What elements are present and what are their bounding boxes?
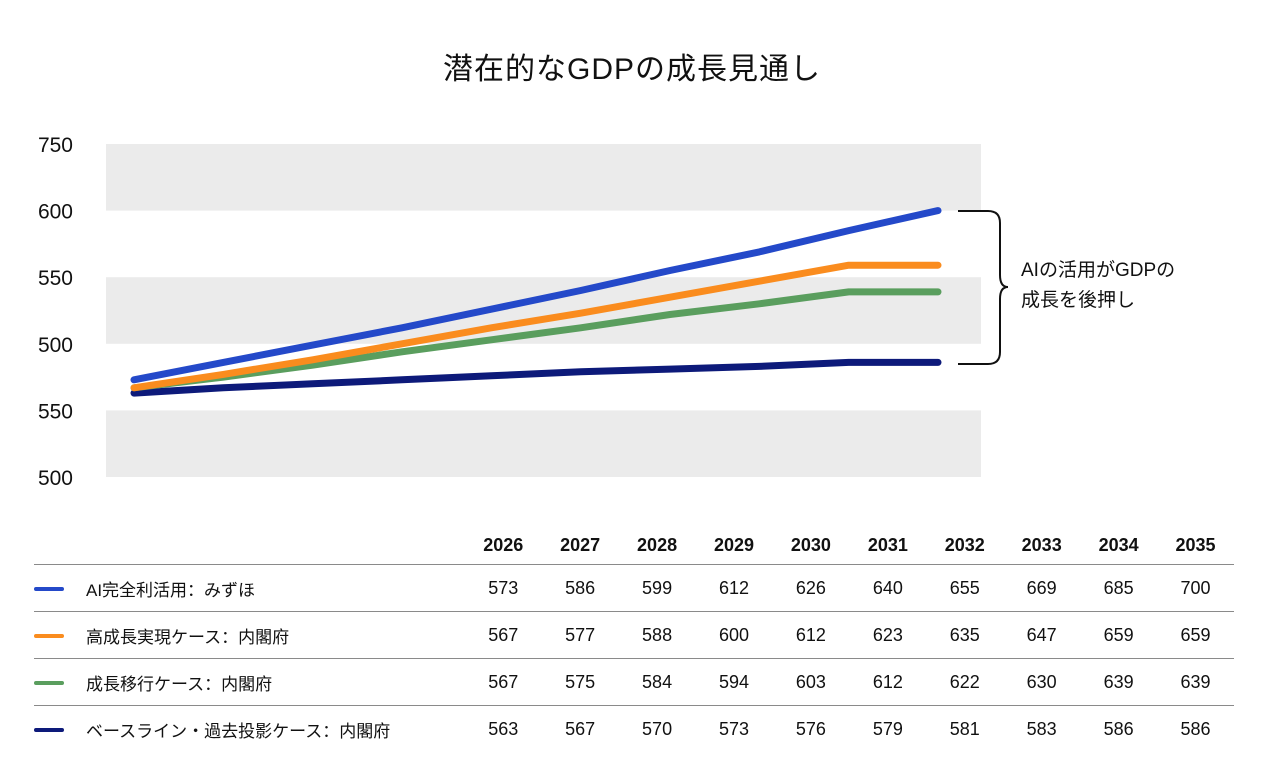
series-name: ベースライン・過去投影ケース：内閣府 [86, 721, 391, 741]
table-cell-value: 655 [926, 564, 1004, 612]
table-cell-value: 635 [926, 611, 1004, 659]
table-header-year: 2033 [1021, 534, 1062, 555]
legend-swatch-icon [34, 728, 64, 733]
series-lines [130, 207, 942, 397]
series-line-1 [130, 261, 942, 392]
y-tick-label: 600 [38, 201, 73, 224]
grid-band [106, 144, 981, 211]
table-header-year: 2028 [637, 534, 678, 555]
table-cell-value: 581 [926, 705, 1004, 752]
data-table: 2026 2027 2028 2029 2030 2031 2032 2033 2034 2035… [34, 526, 1234, 752]
table-cell-value: 659 [1157, 611, 1234, 659]
table-cell-value: 567 [541, 705, 619, 752]
table-header-empty [34, 526, 465, 565]
table-cell-value: 639 [1157, 658, 1234, 706]
y-tick-label: 500 [38, 334, 73, 357]
table-header-year: 2030 [790, 534, 831, 555]
chart-title: 潜在的なGDPの成長見通し [442, 53, 821, 86]
table-header-year: 2027 [560, 534, 601, 555]
table-cell-value: 573 [464, 564, 542, 612]
table-row: ベースライン・過去投影ケース：内閣府 563 567 570 573 576 579 581 5… [34, 705, 1234, 752]
table-cell-value: 594 [695, 658, 773, 706]
grid-bands [106, 144, 981, 477]
table-cell-value: 577 [541, 611, 619, 659]
table-cell-value: 612 [772, 611, 850, 659]
y-tick-label: 750 [38, 134, 73, 157]
table-header-year: 2026 [483, 534, 524, 555]
series-name: 高成長実現ケース：内閣府 [86, 627, 290, 647]
line-chart: 750 600 550 500 550 500 AIの活用がGDPの 成長を後押し [38, 134, 1175, 490]
table-header-year: 2031 [867, 534, 908, 555]
legend-swatch-icon [34, 587, 64, 592]
series-legend-cell: ベースライン・過去投影ケース：内閣府 [34, 705, 465, 752]
table-cell-value: 570 [618, 705, 696, 752]
annotation-text-line-2: 成長を後押し [1021, 289, 1135, 311]
table-cell-value: 622 [926, 658, 1004, 706]
table-header-year: 2034 [1098, 534, 1139, 555]
series-legend-cell: AI完全利活用：みずほ [34, 564, 465, 612]
table-header-row: 2026 2027 2028 2029 2030 2031 2032 2033 2034 2035 [34, 526, 1234, 565]
table-cell-value: 563 [464, 705, 542, 752]
table-cell-value: 626 [772, 564, 850, 612]
series-line-2 [130, 288, 942, 392]
table-cell-value: 586 [1157, 705, 1234, 752]
y-tick-label: 500 [38, 467, 73, 490]
y-tick-label: 550 [38, 400, 73, 423]
table-cell-value: 700 [1157, 564, 1234, 612]
table-cell-value: 647 [1003, 611, 1081, 659]
table-cell-value: 579 [849, 705, 927, 752]
series-name: 成長移行ケース：内閣府 [86, 674, 273, 694]
table-cell-value: 586 [541, 564, 619, 612]
series-line-3 [130, 358, 942, 397]
table-row: AI完全利活用：みずほ 573 586 599 612 626 640 655 669 685 70… [34, 564, 1234, 612]
legend-swatch-icon [34, 681, 64, 686]
table-cell-value: 623 [849, 611, 927, 659]
table-cell-value: 600 [695, 611, 773, 659]
table-cell-value: 588 [618, 611, 696, 659]
table-cell-value: 576 [772, 705, 850, 752]
annotation-text-line-1: AIの活用がGDPの [1021, 259, 1175, 281]
grid-band [106, 410, 981, 477]
table-cell-value: 603 [772, 658, 850, 706]
table-cell-value: 640 [849, 564, 927, 612]
table-cell-value: 586 [1080, 705, 1158, 752]
table-cell-value: 685 [1080, 564, 1158, 612]
y-axis-ticks: 750 600 550 500 550 500 [38, 134, 73, 490]
table-cell-value: 584 [618, 658, 696, 706]
table-cell-value: 575 [541, 658, 619, 706]
table-cell-value: 669 [1003, 564, 1081, 612]
y-tick-label: 550 [38, 267, 73, 290]
table-cell-value: 583 [1003, 705, 1081, 752]
annotation: AIの活用がGDPの 成長を後押し [958, 210, 1175, 365]
table-cell-value: 567 [464, 658, 542, 706]
table-cell-value: 599 [618, 564, 696, 612]
series-line-0 [130, 207, 942, 384]
table-cell-value: 630 [1003, 658, 1081, 706]
table-header-year: 2032 [944, 534, 985, 555]
table-cell-value: 567 [464, 611, 542, 659]
legend-swatch-icon [34, 634, 64, 639]
table-row: 成長移行ケース：内閣府 567 575 584 594 603 612 622 630 639 63… [34, 658, 1234, 706]
table-cell-value: 573 [695, 705, 773, 752]
table-cell-value: 659 [1080, 611, 1158, 659]
table-cell-value: 612 [849, 658, 927, 706]
series-legend-cell: 高成長実現ケース：内閣府 [34, 611, 465, 659]
annotation-brace [958, 210, 1009, 365]
table-row: 高成長実現ケース：内閣府 567 577 588 600 612 623 635 647 659 6… [34, 611, 1234, 659]
table-header-year: 2029 [713, 534, 755, 555]
series-name: AI完全利活用：みずほ [86, 580, 256, 600]
table-header-year: 2035 [1175, 534, 1216, 555]
series-legend-cell: 成長移行ケース：内閣府 [34, 658, 465, 706]
table-cell-value: 639 [1080, 658, 1158, 706]
table-cell-value: 612 [695, 564, 773, 612]
